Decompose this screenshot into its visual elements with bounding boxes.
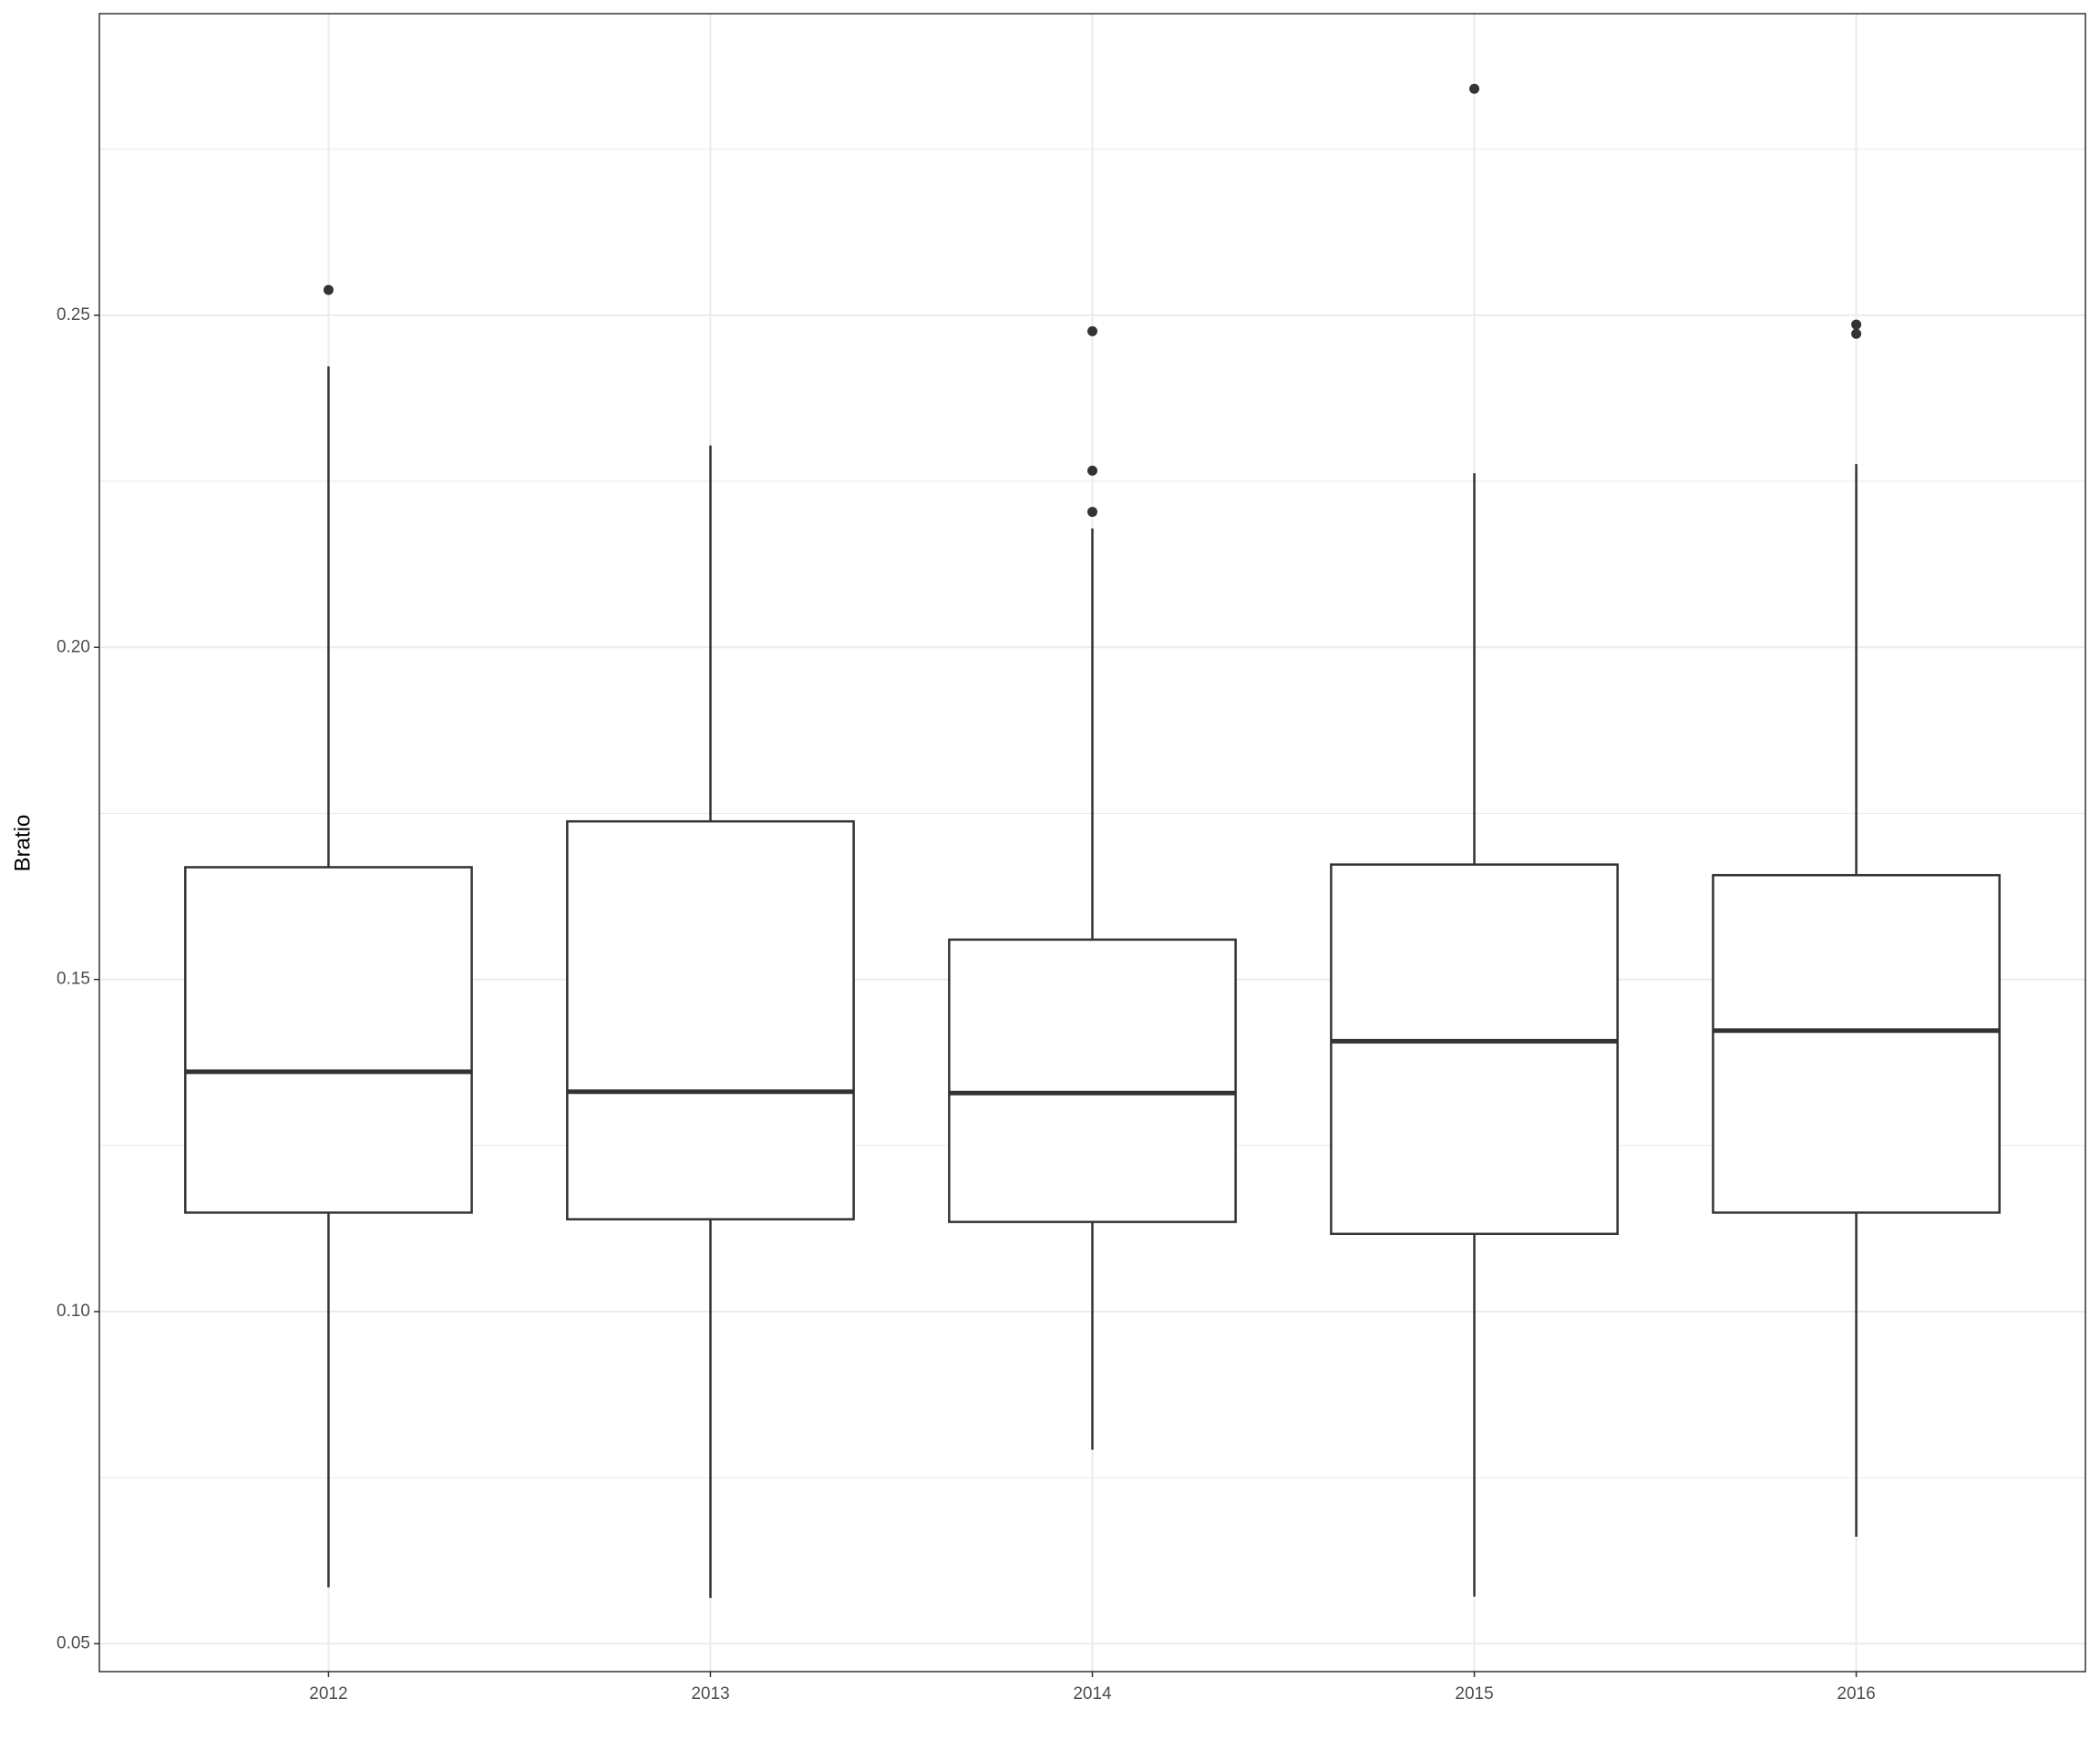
y-tick-label: 0.10 xyxy=(57,1302,90,1321)
x-tick-label: 2012 xyxy=(309,1684,347,1704)
y-tick-label: 0.25 xyxy=(57,305,90,324)
outlier xyxy=(1469,83,1480,94)
box xyxy=(184,866,473,1214)
outlier xyxy=(1851,319,1862,330)
x-tick-label: 2014 xyxy=(1073,1684,1112,1704)
x-tick-label: 2015 xyxy=(1455,1684,1493,1704)
outlier xyxy=(323,284,334,295)
outlier xyxy=(1087,465,1097,476)
x-tick-label: 2013 xyxy=(691,1684,729,1704)
panel-border xyxy=(98,13,2086,1673)
box xyxy=(566,819,855,1220)
outlier xyxy=(1087,507,1097,518)
x-tick-label: 2016 xyxy=(1837,1684,1875,1704)
outlier xyxy=(1851,328,1862,339)
y-tick-label: 0.05 xyxy=(57,1633,90,1652)
box xyxy=(948,938,1237,1223)
y-tick-label: 0.20 xyxy=(57,637,90,656)
box xyxy=(1330,863,1619,1235)
outlier xyxy=(1087,325,1097,336)
y-tick-label: 0.15 xyxy=(57,970,90,989)
box xyxy=(1712,873,2001,1214)
y-axis-title: Bratio xyxy=(10,815,35,872)
